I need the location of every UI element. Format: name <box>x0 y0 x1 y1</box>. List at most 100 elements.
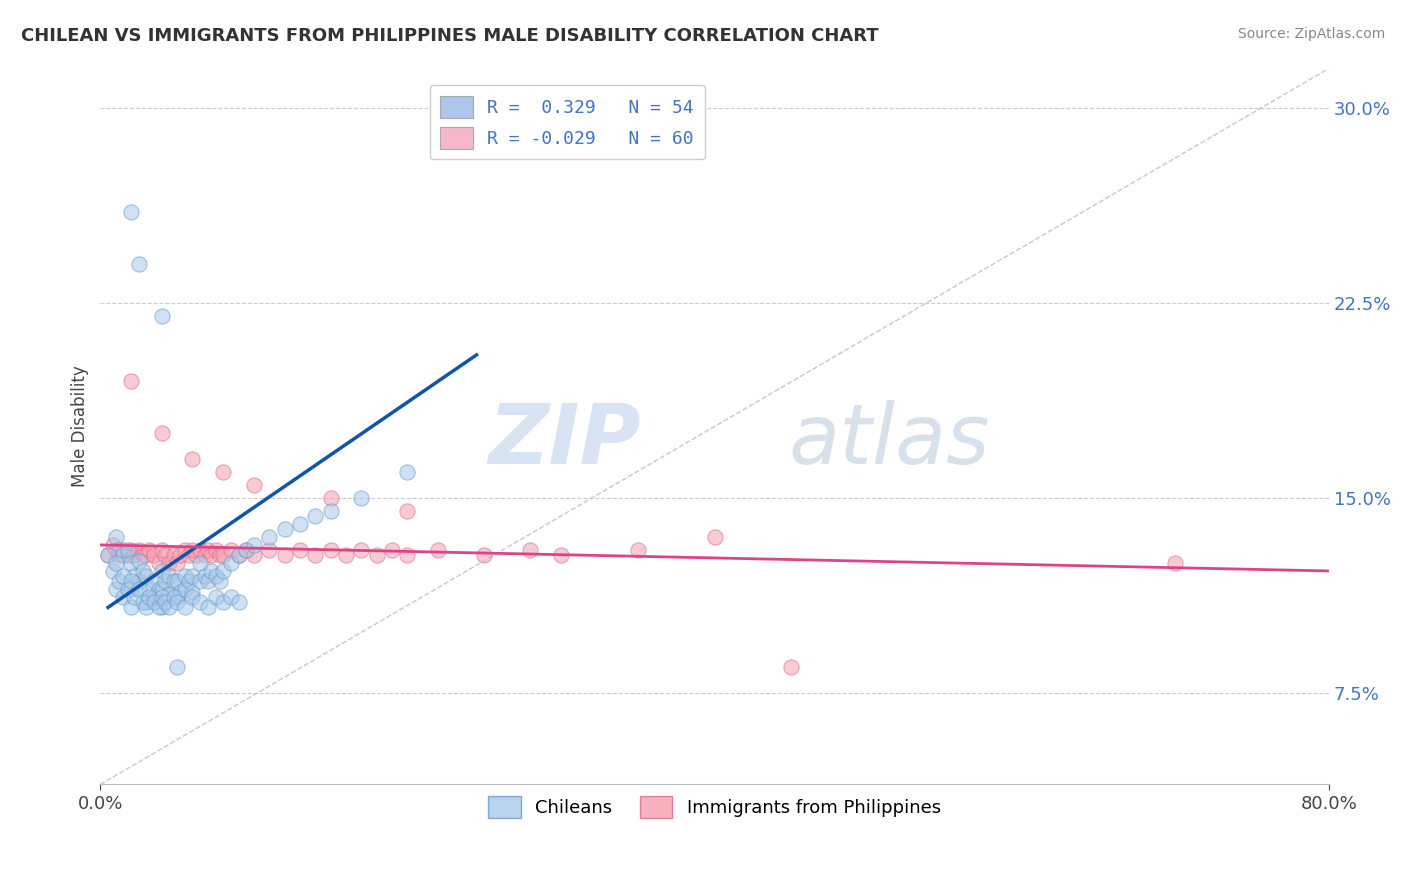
Point <box>143 549 166 563</box>
Point <box>128 257 150 271</box>
Point <box>235 543 257 558</box>
Point <box>104 582 127 597</box>
Point <box>204 543 226 558</box>
Point <box>179 549 201 563</box>
Point <box>427 543 450 558</box>
Point <box>159 587 181 601</box>
Point <box>194 549 217 563</box>
Point <box>120 204 142 219</box>
Point <box>273 549 295 563</box>
Point <box>204 590 226 604</box>
Point <box>197 543 219 558</box>
Point <box>120 374 142 388</box>
Point <box>132 595 155 609</box>
Point <box>135 569 157 583</box>
Point <box>235 543 257 558</box>
Point <box>780 660 803 674</box>
Point <box>120 582 142 597</box>
Point <box>703 530 725 544</box>
Point <box>288 517 311 532</box>
Point <box>132 564 155 578</box>
Point <box>181 543 204 558</box>
Text: atlas: atlas <box>789 401 990 482</box>
Point <box>97 549 120 563</box>
Point <box>259 543 281 558</box>
Point <box>163 590 186 604</box>
Point <box>135 595 157 609</box>
Point <box>148 556 170 570</box>
Point <box>150 309 173 323</box>
Point <box>135 549 157 563</box>
Point <box>159 556 181 570</box>
Point <box>350 543 373 558</box>
Point <box>128 582 150 597</box>
Point <box>243 538 266 552</box>
Point <box>194 569 217 583</box>
Point <box>159 600 181 615</box>
Point <box>150 543 173 558</box>
Point <box>120 600 142 615</box>
Point <box>169 584 191 599</box>
Point <box>143 595 166 609</box>
Point <box>396 465 419 479</box>
Point <box>188 556 211 570</box>
Point <box>150 425 173 440</box>
Point <box>122 590 145 604</box>
Point <box>143 574 166 589</box>
Text: CHILEAN VS IMMIGRANTS FROM PHILIPPINES MALE DISABILITY CORRELATION CHART: CHILEAN VS IMMIGRANTS FROM PHILIPPINES M… <box>21 27 879 45</box>
Point <box>197 600 219 615</box>
Point <box>148 582 170 597</box>
Point <box>132 549 155 563</box>
Point <box>163 549 186 563</box>
Point <box>204 569 226 583</box>
Point <box>112 590 135 604</box>
Point <box>228 549 250 563</box>
Point <box>200 564 222 578</box>
Point <box>188 574 211 589</box>
Point <box>163 574 186 589</box>
Point <box>101 538 124 552</box>
Point <box>519 543 541 558</box>
Point <box>166 590 188 604</box>
Point <box>135 600 157 615</box>
Point <box>159 569 181 583</box>
Text: ZIP: ZIP <box>488 401 641 482</box>
Point <box>200 549 222 563</box>
Point <box>335 549 357 563</box>
Point <box>128 543 150 558</box>
Point <box>153 595 176 609</box>
Point <box>150 564 173 578</box>
Point <box>243 478 266 492</box>
Point <box>104 543 127 558</box>
Point <box>188 543 211 558</box>
Point <box>117 543 139 558</box>
Point <box>319 491 342 505</box>
Point <box>107 549 129 563</box>
Point <box>122 569 145 583</box>
Point <box>181 590 204 604</box>
Point <box>228 595 250 609</box>
Point <box>273 522 295 536</box>
Y-axis label: Male Disability: Male Disability <box>72 366 89 487</box>
Point <box>166 595 188 609</box>
Point <box>148 600 170 615</box>
Text: Source: ZipAtlas.com: Source: ZipAtlas.com <box>1237 27 1385 41</box>
Point <box>138 543 160 558</box>
Point <box>212 549 235 563</box>
Point <box>120 556 142 570</box>
Point <box>259 530 281 544</box>
Point <box>627 543 650 558</box>
Legend: Chileans, Immigrants from Philippines: Chileans, Immigrants from Philippines <box>481 789 948 825</box>
Point <box>166 660 188 674</box>
Point <box>219 543 242 558</box>
Point <box>128 574 150 589</box>
Point <box>173 569 195 583</box>
Point <box>138 582 160 597</box>
Point <box>219 590 242 604</box>
Point <box>181 569 204 583</box>
Point <box>120 543 142 558</box>
Point <box>97 549 120 563</box>
Point <box>122 549 145 563</box>
Point <box>304 549 326 563</box>
Point <box>112 549 135 563</box>
